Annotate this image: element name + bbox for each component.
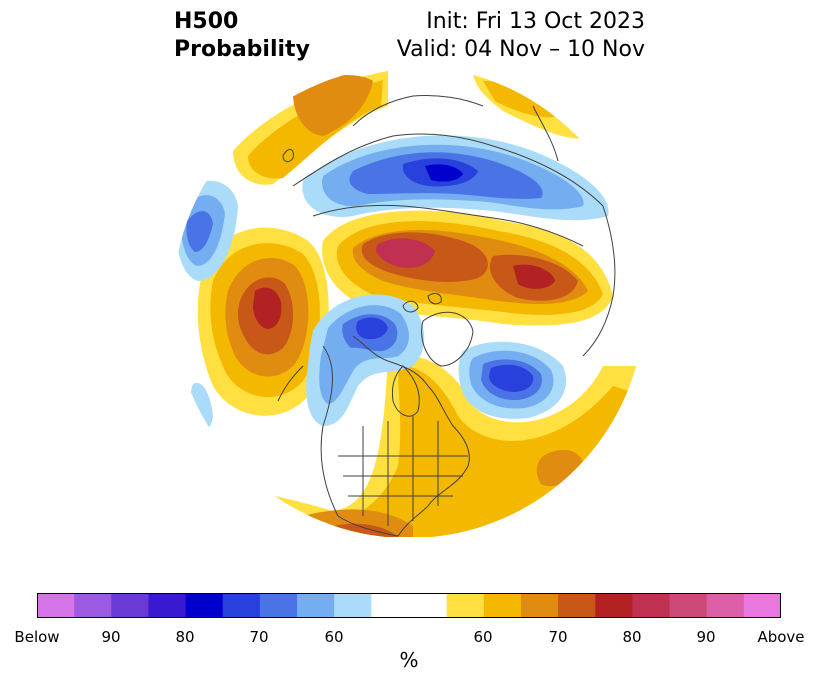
init-date: Init: Fri 13 Oct 2023 [426,9,645,34]
colorbar-segment-above-extreme [743,593,781,618]
colorbar-segment-below-90 [74,593,112,618]
title-line-probability: Probability [174,37,310,62]
colorbar-segment-below-70 [222,593,261,618]
colorbar-tick-above: Above [757,628,805,646]
colorbar-tick-above-70: 70 [548,628,568,646]
anomaly-above-europe [233,71,388,185]
colorbar-tick-above-90: 90 [696,628,716,646]
colorbar-segment-above-90 [706,593,745,618]
colorbar-segment-above-75 [595,593,633,618]
colorbar-segment-below-55 [334,593,372,618]
anomaly-below-atlantic [458,341,567,419]
colorbar-segment-below-80 [148,593,187,618]
colorbar-tick-below-80: 80 [175,628,195,646]
colorbar-segment-below-60 [297,593,335,618]
colorbar-segment-above-70 [558,593,596,618]
colorbar-segment-below-65 [259,593,298,618]
colorbar-segment-above-55 [446,593,485,618]
probability-map [173,66,645,537]
colorbar-segment-above-65 [520,593,559,618]
map-title: H500 Probability [174,8,310,64]
colorbar-segment-above-80 [632,593,671,618]
anomaly-below-north [302,135,609,221]
colorbar-tick-below-60: 60 [324,628,344,646]
colorbar-segment-above-85 [669,593,708,618]
colorbar-border [37,593,781,618]
colorbar-segment-above-60 [483,593,522,618]
colorbar-tick-below: Below [14,628,60,646]
anomaly-below-canada [306,294,425,426]
colorbar-segment-neutral [371,593,448,618]
colorbar [37,593,781,618]
colorbar-unit: % [399,648,419,672]
colorbar-tick-below-90: 90 [101,628,121,646]
colorbar-tick-below-70: 70 [249,628,269,646]
colorbar-segment-below-85 [111,593,149,618]
valid-range: Valid: 04 Nov – 10 Nov [396,37,645,62]
colorbar-segment-below-75 [185,593,224,618]
colorbar-tick-above-60: 60 [473,628,493,646]
forecast-dates: Init: Fri 13 Oct 2023 Valid: 04 Nov – 10… [397,8,645,64]
anomaly-above-central [322,210,613,326]
coastlines [192,92,616,537]
anomaly-above-pacific [197,227,329,416]
colorbar-segment-below-extreme [37,593,75,618]
title-line-h500: H500 [174,9,239,34]
map-canvas [173,66,645,537]
colorbar-tick-above-80: 80 [622,628,642,646]
